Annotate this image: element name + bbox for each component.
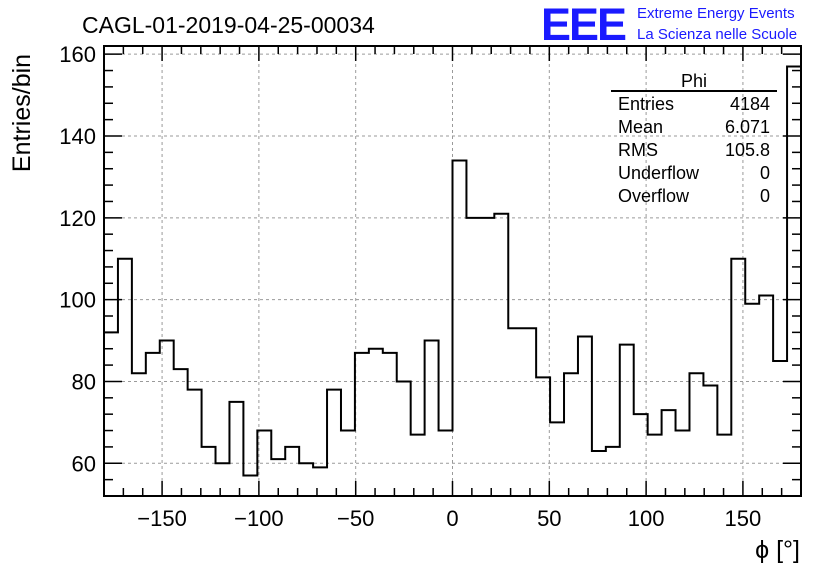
histogram-bin bbox=[243, 476, 257, 496]
histogram-bin bbox=[299, 463, 313, 496]
stats-label: Underflow bbox=[618, 163, 700, 183]
histogram-bin bbox=[425, 341, 439, 496]
histogram-bin bbox=[383, 353, 397, 496]
stats-label: Mean bbox=[618, 117, 663, 137]
y-tick-label: 140 bbox=[59, 124, 96, 149]
histogram-bin bbox=[620, 345, 634, 496]
y-tick-label: 120 bbox=[59, 206, 96, 231]
stats-value: 105.8 bbox=[725, 140, 770, 160]
x-tick-label: 150 bbox=[725, 506, 762, 531]
y-axis-label: Entries/bin bbox=[8, 54, 36, 172]
stats-value: 0 bbox=[760, 163, 770, 183]
histogram-bin bbox=[662, 410, 676, 496]
histogram-bin bbox=[146, 353, 160, 496]
histogram-bin bbox=[327, 390, 341, 496]
histogram-bin bbox=[439, 431, 453, 496]
histogram-bin bbox=[564, 373, 578, 496]
histogram-bin bbox=[160, 341, 174, 496]
histogram-bin bbox=[508, 328, 522, 496]
x-tick-label: 50 bbox=[537, 506, 561, 531]
histogram-bin bbox=[341, 431, 355, 496]
x-axis-label: ϕ [°] bbox=[755, 536, 800, 564]
y-tick-label: 160 bbox=[59, 42, 96, 67]
histogram-bin bbox=[648, 435, 662, 496]
histogram-bin bbox=[689, 373, 703, 496]
histogram-bin bbox=[676, 431, 690, 496]
histogram-bin bbox=[397, 381, 411, 496]
histogram-bin bbox=[313, 467, 327, 496]
y-tick-label: 80 bbox=[72, 369, 96, 394]
histogram-bin bbox=[759, 296, 773, 496]
histogram-bin bbox=[411, 435, 425, 496]
histogram-bin bbox=[703, 386, 717, 496]
tick-labels: −150 −100 −50 0 50 100 150 60 80 100 120 140 160 bbox=[59, 42, 761, 531]
stats-label: Overflow bbox=[618, 186, 690, 206]
y-tick-label: 60 bbox=[72, 451, 96, 476]
stats-box: Phi Entries 4184 Mean 6.071 RMS 105.8 Underflo… bbox=[611, 71, 777, 206]
histogram-outline bbox=[104, 65, 801, 477]
histogram-bin bbox=[592, 451, 606, 496]
stats-value: 6.071 bbox=[725, 117, 770, 137]
histogram-bin bbox=[787, 66, 801, 496]
histogram-bin bbox=[494, 214, 508, 496]
histogram-bin bbox=[118, 259, 132, 496]
y-tick-label: 100 bbox=[59, 288, 96, 313]
stats-label: Entries bbox=[618, 94, 674, 114]
logo-line-2: La Scienza nelle Scuole bbox=[637, 26, 797, 43]
logo-mark: EEE bbox=[541, 0, 626, 50]
histogram-bin bbox=[717, 435, 731, 496]
histogram-bin bbox=[745, 304, 759, 496]
x-tick-label: −50 bbox=[337, 506, 374, 531]
histogram-bin bbox=[731, 259, 745, 496]
stats-value: 4184 bbox=[730, 94, 770, 114]
stats-value: 0 bbox=[760, 186, 770, 206]
stats-label: RMS bbox=[618, 140, 658, 160]
x-tick-label: 0 bbox=[446, 506, 458, 531]
chart-title: CAGL-01-2019-04-25-00034 bbox=[82, 12, 375, 38]
histogram-bin bbox=[578, 336, 592, 496]
histogram-bin bbox=[132, 373, 146, 496]
histogram-bin bbox=[188, 390, 202, 496]
logo-line-1: Extreme Energy Events bbox=[637, 5, 795, 22]
histogram-bin bbox=[466, 218, 480, 496]
histogram bbox=[104, 65, 801, 496]
histogram-bin bbox=[229, 402, 243, 496]
stats-rows: Entries 4184 Mean 6.071 RMS 105.8 Underflow 0 Ov… bbox=[618, 94, 770, 206]
stats-title: Phi bbox=[681, 71, 707, 91]
histogram-bin bbox=[480, 218, 494, 496]
histogram-bin bbox=[522, 328, 536, 496]
histogram-bin bbox=[202, 447, 216, 496]
ticks bbox=[103, 46, 802, 497]
histogram-bin bbox=[453, 161, 467, 496]
x-tick-label: −100 bbox=[234, 506, 284, 531]
histogram-bin bbox=[216, 463, 230, 496]
histogram-bin bbox=[369, 349, 383, 496]
x-tick-label: −150 bbox=[137, 506, 187, 531]
histogram-bin bbox=[174, 369, 188, 496]
x-tick-label: 100 bbox=[628, 506, 665, 531]
histogram-bin bbox=[355, 353, 369, 496]
histogram-bin bbox=[536, 377, 550, 496]
eee-logo: EEE Extreme Energy Events La Scienza nel… bbox=[541, 0, 797, 50]
histogram-bin bbox=[550, 422, 564, 496]
